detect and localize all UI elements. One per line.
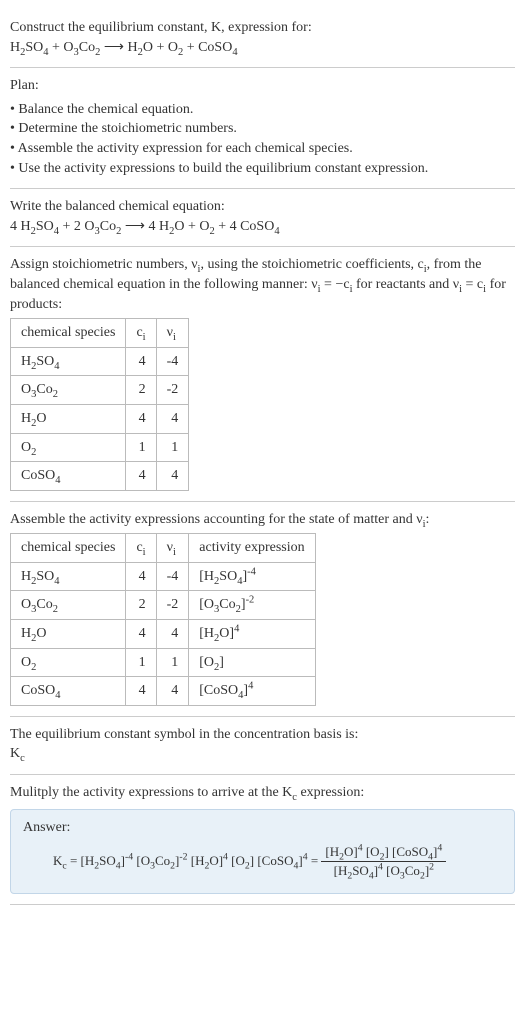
cell-c: 4 <box>126 620 156 649</box>
cell-c: 2 <box>126 376 156 405</box>
cell-v: 4 <box>156 462 189 491</box>
cell-v: 4 <box>156 677 189 706</box>
cell-expr: [H2O]4 <box>189 620 315 649</box>
table-row: H2O44[H2O]4 <box>11 620 316 649</box>
cell-species: H2SO4 <box>11 347 126 376</box>
table-row: O211[O2] <box>11 648 316 677</box>
cell-species: O3Co2 <box>11 376 126 405</box>
intro-line: Construct the equilibrium constant, K, e… <box>10 18 515 38</box>
cell-c: 4 <box>126 677 156 706</box>
answer-lhs: Kc = [H2SO4]-4 [O3Co2]-2 [H2O]4 [O2] [Co… <box>53 853 321 868</box>
cell-c: 4 <box>126 404 156 433</box>
stoich-intro: Assign stoichiometric numbers, νi, using… <box>10 255 515 314</box>
cell-v: -2 <box>156 376 189 405</box>
plan-title: Plan: <box>10 76 515 96</box>
cell-species: H2O <box>11 620 126 649</box>
table-row: CoSO444 <box>11 462 189 491</box>
answer-fraction: [H2O]4 [O2] [CoSO4]4 [H2SO4]4 [O3Co2]2 <box>321 843 446 880</box>
plan-section: Plan: Balance the chemical equation. Det… <box>10 68 515 189</box>
activity-table: chemical species ci νi activity expressi… <box>10 533 316 706</box>
cell-v: 1 <box>156 433 189 462</box>
cell-species: O2 <box>11 433 126 462</box>
stoich-section: Assign stoichiometric numbers, νi, using… <box>10 247 515 501</box>
cell-v: 1 <box>156 648 189 677</box>
final-section: Mulitply the activity expressions to arr… <box>10 775 515 905</box>
final-intro: Mulitply the activity expressions to arr… <box>10 783 515 803</box>
cell-expr: [O3Co2]-2 <box>189 591 315 620</box>
cell-v: -4 <box>156 562 189 591</box>
fraction-denominator: [H2SO4]4 [O3Co2]2 <box>321 862 446 880</box>
intro-equation: H2SO4 + O3Co2 ⟶ H2O + O2 + CoSO4 <box>10 38 515 58</box>
cell-c: 4 <box>126 462 156 491</box>
stoich-table: chemical species ci νi H2SO44-4 O3Co22-2… <box>10 318 189 491</box>
table-row: O211 <box>11 433 189 462</box>
plan-item: Assemble the activity expression for eac… <box>10 139 515 159</box>
cell-expr: [CoSO4]4 <box>189 677 315 706</box>
cell-c: 4 <box>126 562 156 591</box>
symbol-section: The equilibrium constant symbol in the c… <box>10 717 515 775</box>
plan-item: Determine the stoichiometric numbers. <box>10 119 515 139</box>
cell-species: CoSO4 <box>11 677 126 706</box>
col-expr: activity expression <box>189 534 315 563</box>
col-c: ci <box>126 534 156 563</box>
activity-section: Assemble the activity expressions accoun… <box>10 502 515 717</box>
balanced-title: Write the balanced chemical equation: <box>10 197 515 217</box>
table-row: O3Co22-2 <box>11 376 189 405</box>
table-row: H2SO44-4[H2SO4]-4 <box>11 562 316 591</box>
plan-list: Balance the chemical equation. Determine… <box>10 100 515 178</box>
table-row: H2SO44-4 <box>11 347 189 376</box>
cell-c: 1 <box>126 433 156 462</box>
intro-section: Construct the equilibrium constant, K, e… <box>10 10 515 68</box>
table-row: CoSO444[CoSO4]4 <box>11 677 316 706</box>
table-row: H2O44 <box>11 404 189 433</box>
cell-species: O2 <box>11 648 126 677</box>
col-v: νi <box>156 534 189 563</box>
cell-species: H2O <box>11 404 126 433</box>
cell-v: -2 <box>156 591 189 620</box>
col-species: chemical species <box>11 319 126 348</box>
cell-c: 4 <box>126 347 156 376</box>
cell-v: 4 <box>156 620 189 649</box>
col-c: ci <box>126 319 156 348</box>
answer-box: Answer: Kc = [H2SO4]-4 [O3Co2]-2 [H2O]4 … <box>10 809 515 894</box>
symbol-value: Kc <box>10 744 515 764</box>
cell-c: 2 <box>126 591 156 620</box>
cell-species: H2SO4 <box>11 562 126 591</box>
fraction-numerator: [H2O]4 [O2] [CoSO4]4 <box>321 843 446 862</box>
cell-expr: [O2] <box>189 648 315 677</box>
cell-species: O3Co2 <box>11 591 126 620</box>
answer-equation: Kc = [H2SO4]-4 [O3Co2]-2 [H2O]4 [O2] [Co… <box>23 843 502 880</box>
cell-c: 1 <box>126 648 156 677</box>
balanced-section: Write the balanced chemical equation: 4 … <box>10 189 515 247</box>
cell-v: -4 <box>156 347 189 376</box>
plan-item: Balance the chemical equation. <box>10 100 515 120</box>
col-v: νi <box>156 319 189 348</box>
activity-intro: Assemble the activity expressions accoun… <box>10 510 515 530</box>
answer-label: Answer: <box>23 818 502 838</box>
table-row: O3Co22-2[O3Co2]-2 <box>11 591 316 620</box>
symbol-intro: The equilibrium constant symbol in the c… <box>10 725 515 745</box>
balanced-equation: 4 H2SO4 + 2 O3Co2 ⟶ 4 H2O + O2 + 4 CoSO4 <box>10 217 515 237</box>
col-species: chemical species <box>11 534 126 563</box>
plan-item: Use the activity expressions to build th… <box>10 159 515 179</box>
cell-expr: [H2SO4]-4 <box>189 562 315 591</box>
cell-species: CoSO4 <box>11 462 126 491</box>
cell-v: 4 <box>156 404 189 433</box>
